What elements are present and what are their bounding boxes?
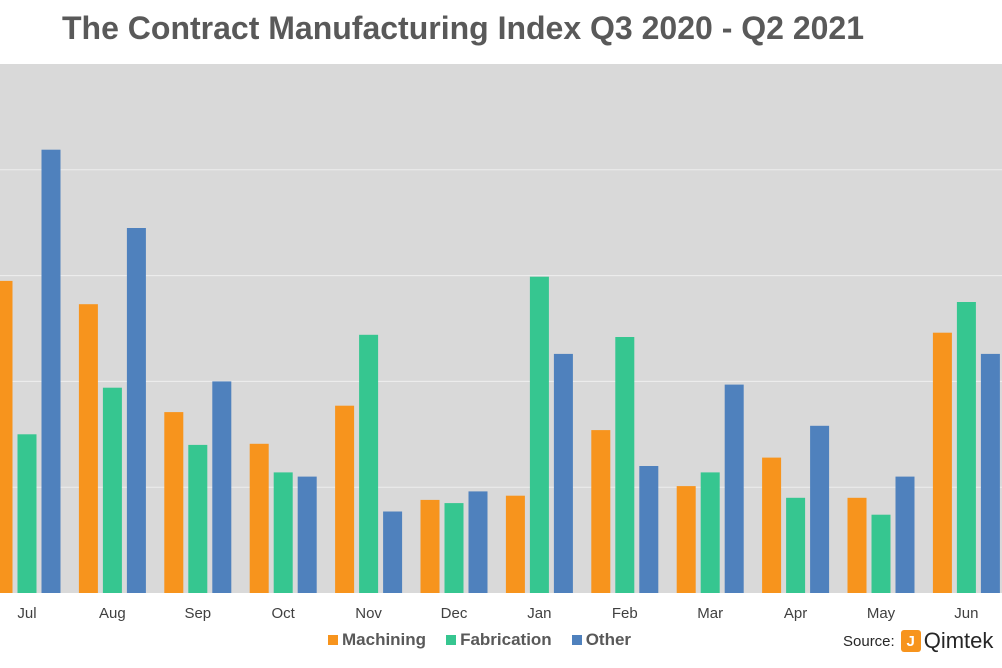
legend-label: Other	[585, 630, 632, 649]
bar-machining-oct	[249, 443, 269, 593]
x-tick-label: Feb	[612, 605, 638, 622]
legend-item-other: Other	[571, 630, 632, 650]
legend: Machining Fabrication Other	[328, 630, 651, 650]
x-tick-label: Dec	[441, 605, 468, 622]
bar-machining-sep	[164, 412, 184, 593]
qimtek-logo-icon: J	[900, 630, 921, 652]
bar-fabrication-jun	[956, 302, 976, 593]
bar-fabrication-nov	[359, 334, 379, 593]
legend-swatch	[446, 635, 457, 645]
bar-other-feb	[639, 466, 659, 593]
x-tick-label: Apr	[784, 605, 807, 622]
bar-other-jan	[553, 353, 573, 593]
bar-other-jul	[41, 149, 61, 593]
bar-machining-feb	[591, 430, 611, 593]
source-credit: Source: J Qimtek	[843, 628, 993, 654]
x-tick-label: May	[867, 605, 896, 622]
x-tick-label: Oct	[272, 605, 296, 622]
x-tick-label: Nov	[355, 605, 382, 622]
bar-machining-apr	[762, 457, 782, 593]
bar-machining-dec	[420, 499, 440, 593]
bar-fabrication-sep	[188, 444, 208, 593]
chart-title: The Contract Manufacturing Index Q3 2020…	[62, 10, 864, 46]
x-tick-label: Jan	[527, 605, 551, 622]
bar-fabrication-apr	[786, 497, 806, 593]
bar-other-aug	[126, 228, 146, 593]
x-tick-label: Sep	[184, 605, 211, 622]
x-tick-label: Aug	[99, 605, 126, 622]
bar-other-jun	[980, 353, 1000, 593]
legend-item-fabrication: Fabrication	[446, 630, 552, 650]
x-tick-label: Jun	[954, 605, 978, 622]
legend-label: Machining	[342, 630, 427, 649]
bar-fabrication-aug	[102, 387, 122, 593]
legend-swatch	[328, 635, 338, 645]
bar-machining-may	[847, 497, 867, 593]
bar-machining-mar	[676, 486, 696, 593]
bar-other-apr	[810, 425, 830, 593]
bar-fabrication-jan	[529, 276, 549, 593]
bar-fabrication-jul	[17, 434, 37, 593]
legend-item-machining: Machining	[328, 630, 426, 650]
bar-other-nov	[383, 511, 403, 593]
bar-other-may	[895, 476, 915, 593]
legend-label: Fabrication	[460, 630, 552, 649]
bar-other-dec	[468, 491, 488, 593]
bar-other-oct	[297, 476, 317, 593]
bar-machining-jan	[505, 495, 525, 593]
bar-fabrication-may	[871, 514, 891, 593]
bar-machining-aug	[78, 304, 98, 593]
x-tick-label: Mar	[697, 605, 723, 622]
source-label: Source:	[843, 632, 895, 650]
bar-other-sep	[212, 381, 232, 593]
bar-machining-jun	[932, 332, 952, 593]
bar-other-mar	[724, 384, 744, 593]
bar-fabrication-mar	[700, 472, 720, 593]
legend-swatch	[571, 635, 582, 645]
bar-fabrication-oct	[273, 472, 293, 593]
bar-fabrication-feb	[615, 337, 635, 593]
qimtek-logo-text: Qimtek	[923, 628, 994, 653]
bar-machining-jul	[0, 280, 13, 593]
bar-fabrication-dec	[444, 503, 464, 593]
x-tick-label: Jul	[17, 605, 36, 622]
bar-machining-nov	[335, 405, 355, 593]
